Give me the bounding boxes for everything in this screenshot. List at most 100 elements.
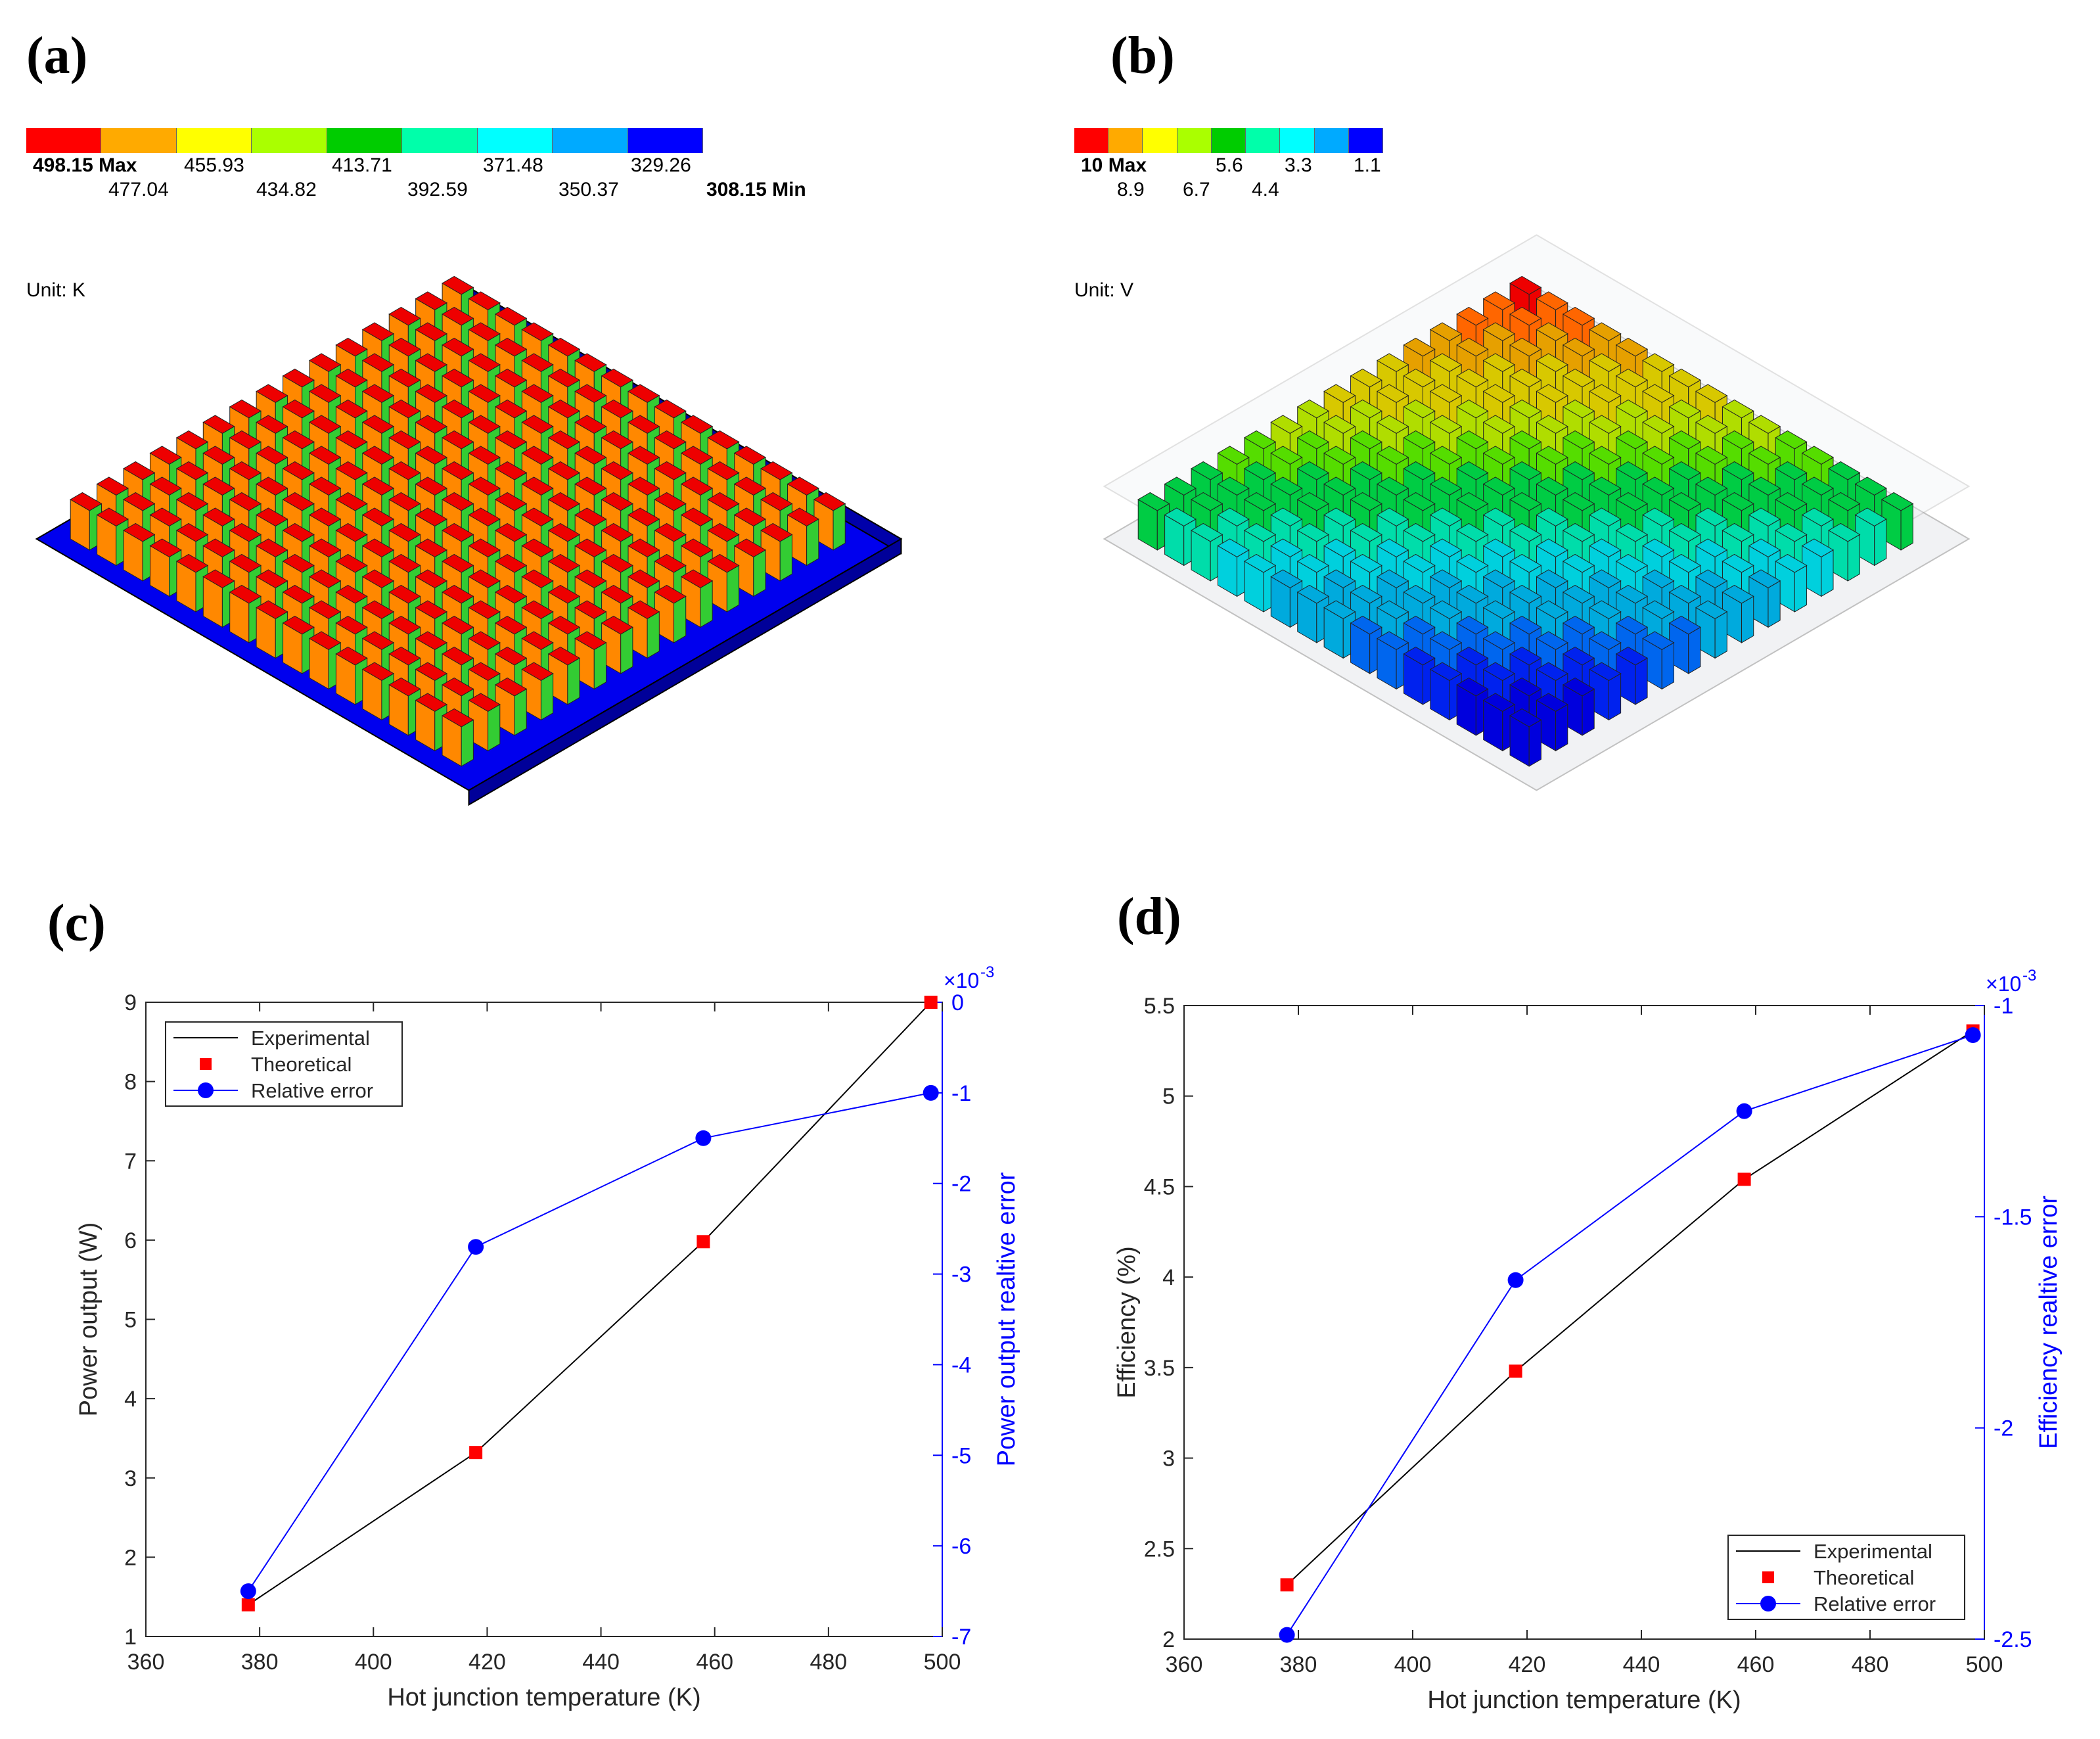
- leg-top: [308, 507, 342, 526]
- leg-top: [1615, 615, 1649, 635]
- leg-top: [1243, 492, 1277, 511]
- leg-top: [442, 584, 474, 604]
- leg-top: [256, 507, 288, 526]
- temperature-colorbar: [26, 128, 703, 153]
- leg-top: [547, 368, 581, 388]
- leg-top: [601, 430, 633, 450]
- y2-tick-label: -3: [951, 1263, 971, 1287]
- leg-side: [461, 719, 474, 767]
- leg-top: [601, 368, 633, 388]
- leg-top: [175, 553, 209, 573]
- x-tick-label: 380: [241, 1650, 279, 1675]
- leg-top: [1296, 399, 1330, 419]
- leg-top: [1456, 399, 1489, 419]
- leg-top: [601, 553, 633, 573]
- leg-top: [1323, 507, 1356, 526]
- data-point-theoretical: [924, 996, 938, 1009]
- leg-top: [1775, 461, 1808, 480]
- leg-top: [1562, 522, 1595, 542]
- leg-top: [1456, 461, 1489, 480]
- leg-top: [229, 553, 262, 573]
- leg-top: [1642, 631, 1675, 650]
- leg-top: [1775, 430, 1808, 450]
- leg-top: [707, 430, 740, 450]
- leg-top: [654, 553, 687, 573]
- colorbar-b-label: 4.4: [1252, 179, 1279, 200]
- colorbar-a-label: 350.37: [559, 179, 619, 200]
- y-tick-label: 3: [124, 1466, 137, 1491]
- leg-top: [1536, 631, 1568, 650]
- leg-top: [1589, 631, 1622, 650]
- data-point-relative-error: [1736, 1103, 1752, 1119]
- colorbar-b-label: 10 Max: [1081, 154, 1147, 176]
- x-tick-label: 460: [696, 1650, 733, 1675]
- leg-top: [1722, 430, 1754, 450]
- leg-top: [1482, 322, 1515, 341]
- data-point-theoretical: [469, 1446, 483, 1460]
- leg-top: [1775, 522, 1808, 542]
- data-point-relative-error: [240, 1583, 256, 1600]
- leg-top: [1350, 584, 1382, 604]
- leg-top: [1376, 446, 1409, 465]
- leg-top: [1562, 553, 1595, 573]
- leg-top: [308, 415, 342, 434]
- leg-top: [415, 569, 447, 588]
- colorbar-swatch: [1246, 128, 1281, 153]
- leg-top: [361, 569, 395, 588]
- leg-top: [442, 399, 474, 419]
- y-axis-label: Efficiency (%): [1113, 1246, 1141, 1399]
- leg-top: [202, 538, 235, 557]
- leg-top: [1191, 492, 1223, 511]
- leg-top: [1376, 600, 1409, 619]
- leg-top: [628, 446, 660, 465]
- leg-top: [308, 600, 342, 619]
- leg-top: [1270, 569, 1303, 588]
- leg-top: [468, 291, 501, 310]
- data-point-theoretical: [1509, 1364, 1522, 1378]
- leg-top: [1695, 538, 1728, 557]
- unit-label-a: Unit: K: [26, 279, 86, 301]
- leg-top: [521, 600, 554, 619]
- leg-top: [521, 353, 554, 372]
- leg-top: [1536, 415, 1568, 434]
- leg-top: [1562, 430, 1595, 450]
- leg-top: [388, 615, 421, 635]
- leg-top: [654, 584, 687, 604]
- y-tick-label: 8: [124, 1070, 137, 1095]
- leg-side: [1528, 719, 1541, 767]
- leg-top: [1456, 615, 1489, 635]
- leg-top: [1482, 384, 1515, 403]
- leg-top: [1350, 522, 1382, 542]
- leg-top: [760, 492, 793, 511]
- leg-top: [654, 492, 687, 511]
- leg-top: [521, 662, 554, 681]
- leg-top: [1243, 522, 1277, 542]
- colorbar-swatch: [553, 128, 628, 153]
- leg-side: [833, 503, 846, 551]
- leg-top: [1217, 476, 1250, 496]
- panel-c-label: (c): [47, 894, 106, 952]
- leg-top: [547, 461, 581, 480]
- leg-side: [753, 549, 766, 597]
- leg-top: [335, 584, 368, 604]
- leg-top: [521, 322, 554, 341]
- leg-top: [628, 415, 660, 434]
- x-tick-label: 440: [582, 1650, 620, 1675]
- leg-top: [415, 291, 447, 310]
- leg-top: [1536, 446, 1568, 465]
- leg-top: [1429, 662, 1463, 681]
- leg-top: [521, 446, 554, 465]
- leg-top: [1775, 553, 1808, 573]
- leg-top: [175, 461, 209, 480]
- leg-top: [1456, 306, 1489, 326]
- leg-top: [1482, 600, 1515, 619]
- colorbar-swatch: [402, 128, 478, 153]
- leg-top: [1323, 384, 1356, 403]
- leg-top: [229, 522, 262, 542]
- leg-top: [1801, 446, 1834, 465]
- leg-top: [388, 306, 421, 326]
- leg-top: [680, 446, 714, 465]
- leg-top: [1296, 492, 1330, 511]
- leg-top: [1509, 522, 1542, 542]
- leg-top: [680, 507, 714, 526]
